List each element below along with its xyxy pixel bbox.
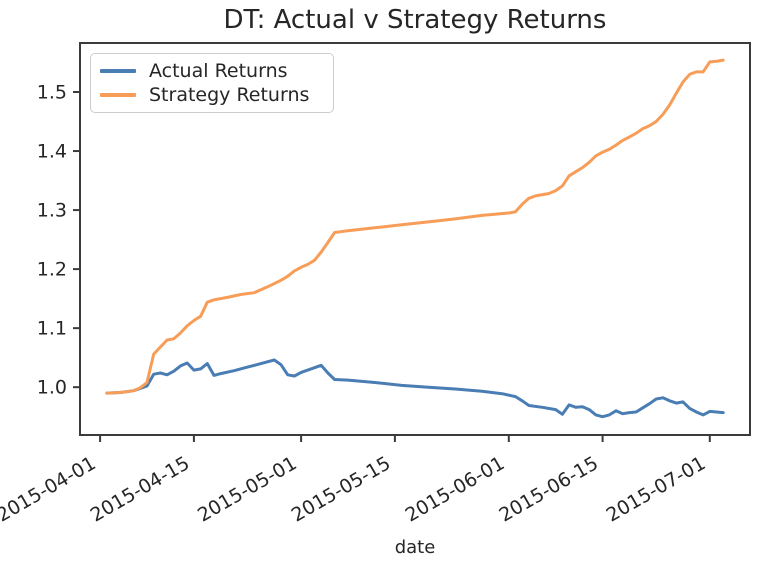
y-tick-label: 1.4	[37, 141, 67, 163]
actual-returns-line-swatch	[100, 69, 136, 73]
x-axis-label: date	[395, 537, 436, 558]
x-tick-label: 2015-06-01	[402, 452, 509, 526]
x-tick-label: 2015-07-01	[603, 452, 710, 526]
y-tick-label: 1.2	[37, 259, 67, 281]
chart-title: DT: Actual v Strategy Returns	[224, 5, 607, 35]
x-tick-label: 2015-05-01	[194, 452, 301, 526]
x-tick-label: 2015-05-15	[288, 452, 395, 526]
y-axis-ticks: 1.0 1.1 1.2 1.3 1.4 1.5	[37, 82, 80, 399]
actual-returns-line	[105, 358, 725, 419]
strategy-returns-line-swatch	[100, 93, 136, 97]
legend-entry-actual: Actual Returns	[100, 59, 323, 83]
plot-frame	[79, 42, 751, 436]
plot-lines	[105, 58, 725, 419]
y-tick-label: 1.3	[37, 200, 67, 222]
y-tick-label: 1.0	[37, 377, 67, 399]
legend-box: Actual Returns Strategy Returns	[90, 53, 334, 113]
x-tick-label: 2015-06-15	[495, 452, 602, 526]
x-tick-label: 2015-04-15	[87, 452, 194, 526]
y-tick-label: 1.5	[37, 82, 67, 104]
legend-label-actual: Actual Returns	[149, 59, 288, 82]
legend-label-strategy: Strategy Returns	[149, 83, 310, 106]
legend-entry-strategy: Strategy Returns	[100, 83, 323, 107]
strategy-returns-line	[105, 58, 725, 395]
x-tick-label: 2015-04-01	[0, 452, 100, 526]
y-tick-label: 1.1	[37, 318, 67, 340]
